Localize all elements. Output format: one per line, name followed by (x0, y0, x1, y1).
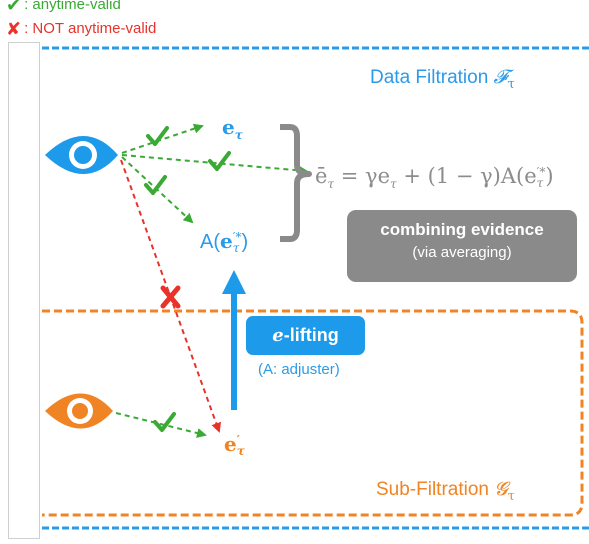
check-icon (153, 412, 176, 432)
eye-icon-orange (45, 393, 113, 429)
e-prime-base: e (224, 432, 237, 456)
curly-brace (280, 124, 312, 242)
check-icon (208, 151, 231, 171)
cross-icon: ✘ (6, 19, 22, 39)
node-e-prime: e ′ τ (224, 432, 245, 457)
data-filtration-subscript: τ (507, 76, 515, 92)
equation-term-1-subscript: τ (390, 177, 397, 192)
sub-filtration-text: Sub-Filtration (376, 479, 495, 500)
combining-evidence-box: combining evidence (via averaging) (347, 210, 577, 282)
side-panel (8, 42, 40, 539)
node-e-tau: eτ (222, 115, 243, 142)
e-lifting-prefix: e (272, 325, 284, 346)
adjusted-prefix: A( (200, 231, 220, 253)
data-filtration-label: Data Filtration 𝓕τ (370, 66, 515, 92)
adjuster-note: (A: adjuster) (258, 361, 340, 378)
adjusted-subscript: τ (232, 240, 240, 255)
combination-equation: ēτ = γeτ + (1 − γ)A(e ′* τ) (315, 164, 554, 191)
equation-term-2: + (1 − γ)A(e (396, 164, 537, 188)
eye-icon-blue (45, 136, 118, 174)
adjusted-suffix: ) (241, 231, 249, 253)
sub-filtration-subscript: τ (507, 488, 515, 504)
sub-filtration-symbol: 𝓖 (494, 478, 508, 500)
equation-term-2-superscript: ′* (536, 164, 546, 179)
e-tau-subscript: τ (234, 128, 243, 142)
legend-valid: ✔ : anytime-valid (6, 0, 121, 14)
combining-evidence-title: combining evidence (380, 220, 544, 239)
e-lifting-label: -lifting (283, 325, 339, 345)
e-prime-subscript: τ (236, 443, 245, 458)
e-lifting-box: e -lifting (246, 316, 365, 355)
data-filtration-text: Data Filtration (370, 67, 494, 88)
equation-term-1: = γe (334, 164, 391, 188)
legend-invalid-text: : NOT anytime-valid (24, 20, 157, 37)
e-tau-base: e (222, 115, 235, 139)
equation-term-2-subscript: τ (536, 175, 544, 190)
check-icon (144, 175, 167, 195)
sub-filtration-boundary (42, 309, 584, 517)
check-icon (146, 126, 169, 146)
cross-icon (160, 285, 181, 309)
e-prime-superscript: ′ (236, 432, 240, 447)
arrow-eye-to-e-tau (121, 123, 204, 154)
legend-invalid: ✘ : NOT anytime-valid (6, 20, 156, 38)
node-adjusted: A(e ′* τ) (200, 229, 248, 254)
sub-filtration-label: Sub-Filtration 𝓖τ (376, 478, 515, 504)
adjusted-base: e (220, 229, 233, 253)
equation-lhs-subscript: τ (327, 177, 335, 192)
data-filtration-symbol: 𝓕 (493, 66, 508, 88)
arrow-orange-eye-to-e-prime (115, 412, 207, 438)
equation-close: ) (545, 164, 554, 188)
adjusted-superscript: ′* (232, 229, 242, 244)
check-icon: ✔ (6, 0, 22, 15)
equation-lhs: ē (315, 164, 328, 188)
combining-evidence-subtitle: (via averaging) (412, 244, 512, 261)
legend-valid-text: : anytime-valid (24, 0, 121, 13)
